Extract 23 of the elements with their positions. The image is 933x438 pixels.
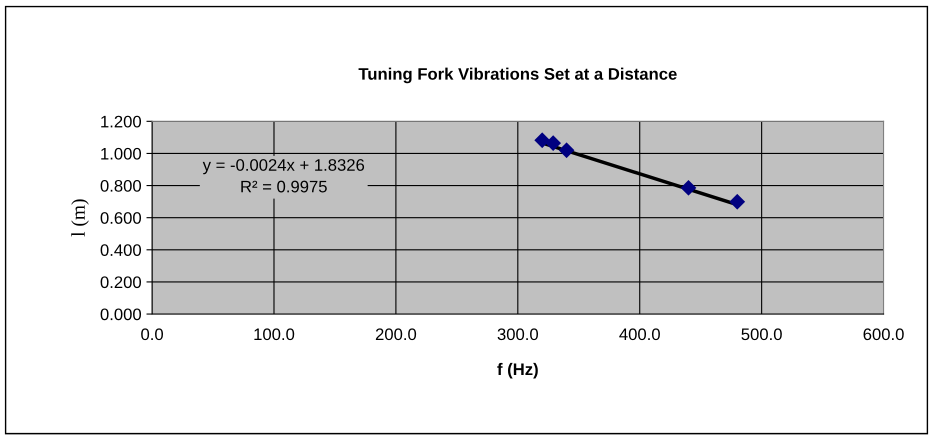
x-axis-title: f (Hz) bbox=[497, 362, 538, 378]
x-tick-label: 0.0 bbox=[141, 328, 164, 340]
y-tick-label: 0.800 bbox=[100, 180, 142, 192]
chart-title: Tuning Fork Vibrations Set at a Distance bbox=[358, 68, 677, 84]
x-tick-label: 200.0 bbox=[376, 328, 416, 340]
point bbox=[546, 136, 561, 151]
x-tick-label: 500.0 bbox=[741, 328, 782, 340]
y-axis-title: l (m) bbox=[71, 199, 89, 236]
point bbox=[534, 132, 550, 148]
y-tick-label: 0.200 bbox=[100, 276, 142, 288]
y-tick-label: 1.200 bbox=[101, 116, 142, 128]
x-tick-label: 400.0 bbox=[619, 328, 660, 340]
y-tick-label: 0.600 bbox=[100, 212, 142, 224]
y-tick-label: 0.000 bbox=[100, 308, 142, 320]
x-tick-label: 600.0 bbox=[864, 328, 904, 340]
y-tick-label: 1.000 bbox=[101, 148, 142, 160]
x-tick-label: 100.0 bbox=[254, 328, 294, 340]
point bbox=[559, 142, 574, 158]
y-tick-label: 0.400 bbox=[100, 244, 142, 256]
annotation: y = -0.0024x + 1.8326 R² = 0.9975 bbox=[202, 159, 364, 192]
x-tick-label: 300.0 bbox=[498, 328, 538, 340]
point bbox=[680, 180, 696, 196]
point bbox=[730, 194, 745, 210]
